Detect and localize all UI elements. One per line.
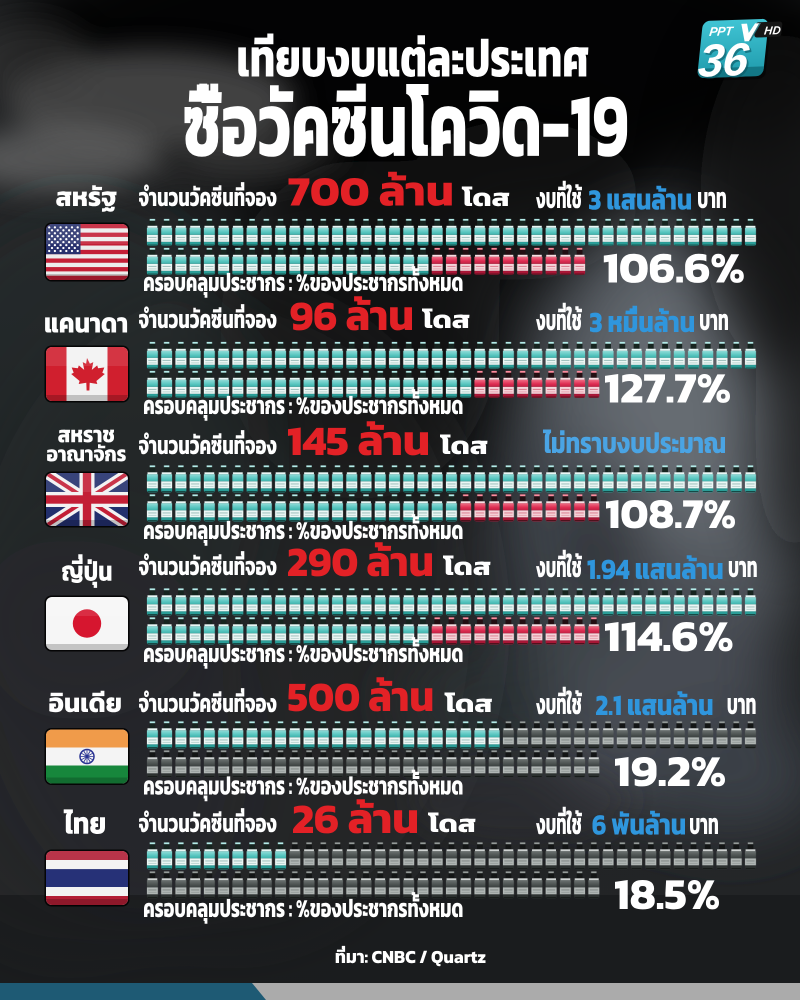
svg-text:HD: HD [763,25,782,38]
svg-text:36: 36 [696,33,751,87]
svg-text:PPT: PPT [709,24,735,39]
svg-text:36: 36 [698,35,753,89]
